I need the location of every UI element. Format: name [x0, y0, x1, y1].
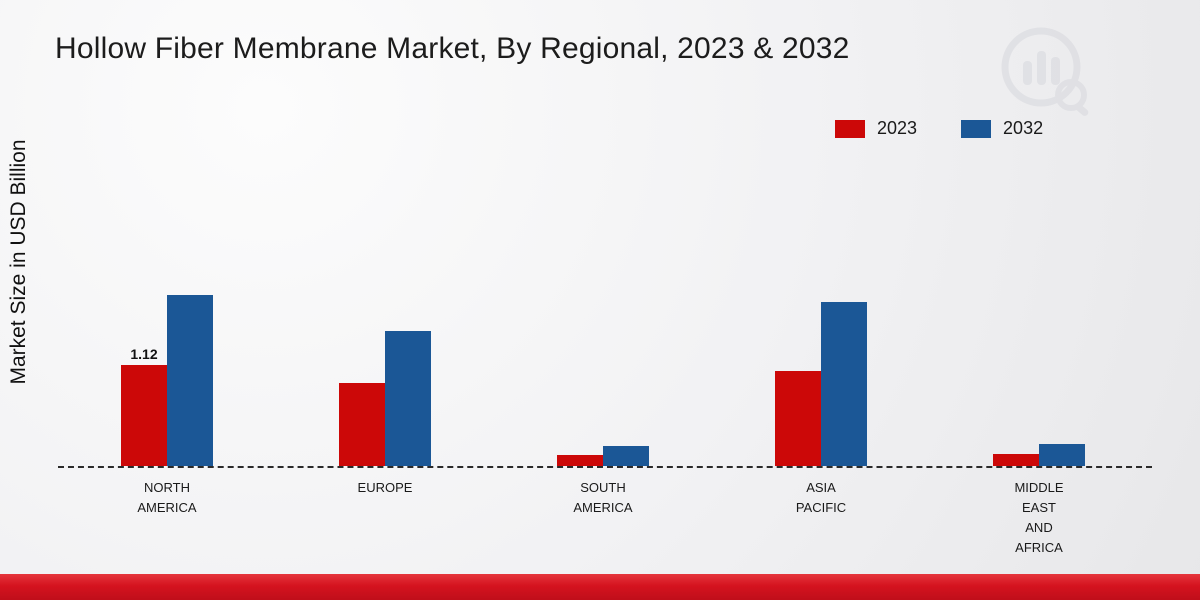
bar-2023-north-america: 1.12	[121, 346, 167, 466]
bar-groups: 1.12 NORTH AMERICA EUROPE SOUTH AMERICA ASIA PA…	[58, 226, 1148, 555]
legend-swatch	[835, 119, 865, 138]
category-label: SOUTH AMERICA	[573, 480, 633, 516]
legend-item-2032: 2032	[961, 118, 1043, 139]
bar-2023-middle-east-and-africa	[993, 454, 1039, 466]
bar-2032-europe	[385, 331, 431, 466]
bar-group-middle-east-and-africa: MIDDLE EAST AND AFRICA	[930, 226, 1148, 555]
legend-item-2023: 2023	[835, 118, 917, 139]
bar-2032-asia-pacific	[821, 302, 867, 466]
category-label: MIDDLE EAST AND AFRICA	[1014, 480, 1064, 556]
brand-watermark-logo	[995, 25, 1095, 125]
bar-2023-asia-pacific	[775, 371, 821, 466]
bottom-red-strip	[0, 574, 1200, 600]
bar-2032-south-america	[603, 446, 649, 466]
x-axis-baseline	[58, 466, 1152, 468]
legend-swatch	[961, 119, 992, 138]
chart-title: Hollow Fiber Membrane Market, By Regiona…	[55, 32, 850, 65]
legend-label: 2023	[877, 118, 918, 138]
bar-2023-europe	[339, 383, 385, 466]
category-label: ASIA PACIFIC	[795, 480, 847, 516]
bar-2023-south-america	[557, 455, 603, 466]
bar-2032-north-america	[167, 295, 213, 466]
legend-label: 2032	[1003, 118, 1044, 138]
bar-value-label: 1.12	[130, 346, 158, 362]
category-label: EUROPE	[357, 480, 413, 495]
bar-group-asia-pacific: ASIA PACIFIC	[712, 226, 930, 515]
bar-group-europe: EUROPE	[276, 226, 494, 495]
bar-2032-middle-east-and-africa	[1039, 444, 1085, 466]
category-label: NORTH AMERICA	[137, 480, 197, 516]
y-axis-label: Market Size in USD Billion	[7, 139, 30, 385]
legend: 2023 2032	[835, 118, 1043, 139]
bar-group-south-america: SOUTH AMERICA	[494, 226, 712, 515]
bar-group-north-america: 1.12 NORTH AMERICA	[58, 226, 276, 515]
